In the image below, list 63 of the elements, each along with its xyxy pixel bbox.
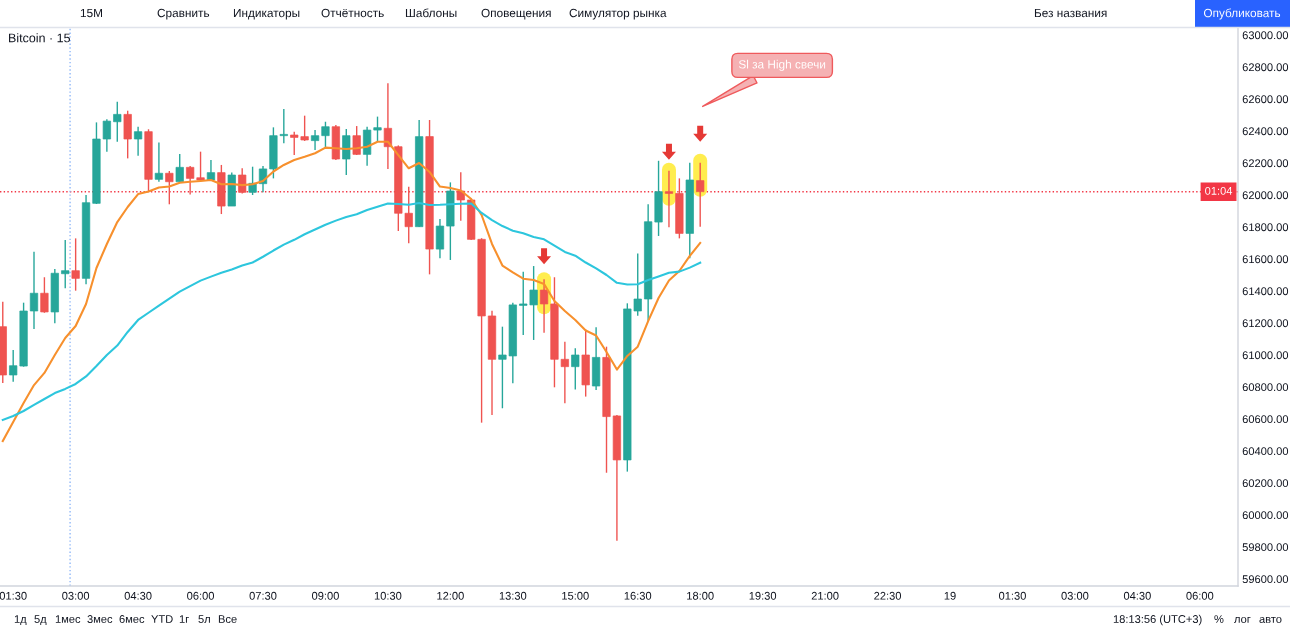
x-tick-label: 22:30: [874, 591, 902, 600]
x-tick-label: 03:00: [1061, 591, 1089, 600]
y-tick-label: 59800.00: [1242, 543, 1289, 552]
text: %: [1214, 615, 1224, 623]
text: Отчётность: [321, 8, 384, 18]
text: 3мес: [87, 615, 113, 623]
y-tick-label: 60600.00: [1242, 415, 1289, 424]
text: авто: [1259, 616, 1282, 623]
y-tick-label: 61600.00: [1242, 255, 1289, 264]
y-tick-label: 59600.00: [1242, 575, 1289, 584]
text: Оповещения: [481, 8, 551, 20]
text: 15M: [80, 8, 102, 18]
y-tick-label: 60800.00: [1242, 383, 1289, 392]
text: Симулятор рынка: [569, 8, 667, 20]
y-tick-label: 61800.00: [1242, 223, 1289, 232]
x-tick-label: 19: [944, 591, 956, 600]
text: 1д: [14, 615, 27, 626]
y-tick-label: 62600.00: [1242, 95, 1289, 104]
x-tick-label: 04:30: [1123, 591, 1151, 600]
y-tick-label: 62400.00: [1242, 127, 1289, 136]
x-tick-label: 13:30: [499, 591, 527, 600]
x-tick-label: 12:00: [437, 591, 464, 600]
annotation: 01:04: [1205, 186, 1233, 195]
annotation: Sl за High свечи: [738, 59, 826, 71]
y-tick-label: 62200.00: [1242, 159, 1289, 168]
text: 1мес: [55, 615, 81, 623]
y-tick-label: 60200.00: [1242, 479, 1289, 488]
text: 18:13:56 (UTC+3): [1113, 614, 1202, 626]
x-tick-label: 10:30: [374, 591, 402, 600]
x-tick-label: 03:00: [62, 591, 90, 600]
x-tick-label: 16:30: [624, 591, 652, 600]
y-tick-label: 62800.00: [1242, 63, 1289, 72]
y-tick-label: 61200.00: [1242, 319, 1289, 328]
text: Сравнить: [157, 8, 210, 20]
text: Шаблоны: [405, 8, 457, 18]
x-tick-label: 15:00: [562, 591, 589, 600]
text: Индикаторы: [233, 8, 300, 20]
chart-title: Bitcoin · 15: [9, 33, 71, 43]
x-tick-label: 06:00: [1186, 591, 1214, 600]
text: 1г: [179, 615, 189, 623]
text: 6мес: [119, 615, 145, 623]
text: 5л: [198, 615, 210, 623]
x-tick-label: 04:30: [124, 591, 152, 600]
x-tick-label: 01:30: [999, 591, 1026, 600]
y-tick-label: 63000.00: [1242, 31, 1289, 40]
text: Опубликовать: [1203, 8, 1281, 20]
x-tick-label: 21:00: [811, 591, 839, 600]
x-tick-label: 19:30: [749, 591, 777, 600]
x-tick-label: 09:00: [311, 591, 339, 600]
y-tick-label: 61400.00: [1242, 287, 1289, 296]
x-tick-label: 07:30: [249, 591, 277, 600]
text: 5д: [34, 615, 47, 626]
y-tick-label: 60000.00: [1242, 511, 1289, 520]
text: Все: [218, 615, 237, 623]
x-tick-label: 06:00: [187, 591, 215, 600]
text: Без названия: [1034, 8, 1107, 18]
text: YTD: [151, 615, 173, 623]
text: лог: [1234, 616, 1251, 623]
x-tick-label: 18:00: [687, 591, 714, 600]
x-tick-label: 01:30: [0, 591, 27, 600]
y-tick-label: 60400.00: [1242, 447, 1289, 456]
y-tick-label: 62000.00: [1242, 191, 1289, 200]
y-tick-label: 61000.00: [1242, 351, 1289, 360]
